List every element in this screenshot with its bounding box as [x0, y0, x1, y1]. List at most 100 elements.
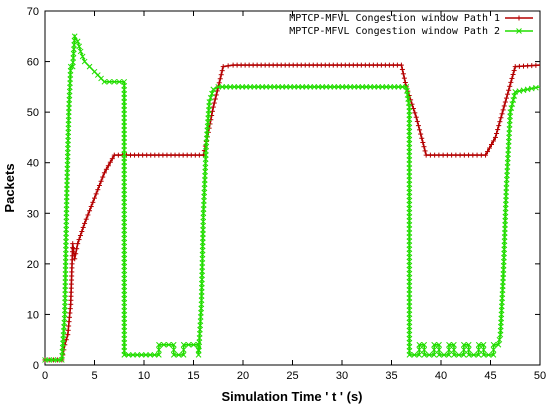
series-1-point	[509, 75, 515, 81]
series-1-point	[83, 216, 89, 222]
series-2-point	[165, 341, 172, 348]
series-2-point	[406, 270, 413, 277]
series-2-point	[199, 239, 206, 246]
series-2-point	[406, 343, 413, 350]
series-2-point	[465, 352, 472, 358]
series-2-point	[470, 352, 477, 358]
series-1-point	[421, 144, 427, 150]
series-2-point	[446, 346, 452, 353]
series-1-point	[100, 174, 106, 180]
series-1-point	[495, 127, 501, 133]
series-2-point	[134, 352, 141, 358]
series-2-point	[199, 272, 205, 279]
series-1-point	[413, 114, 419, 120]
series-2-point	[406, 352, 413, 358]
series-1-point	[67, 306, 73, 312]
series-1-point	[466, 152, 472, 158]
series-2-point	[475, 352, 482, 358]
y-tick-label: 10	[27, 309, 39, 321]
series-2-point	[416, 341, 423, 348]
series-2-point	[198, 289, 205, 295]
series-2-point	[121, 352, 128, 358]
series-2-point	[406, 193, 413, 200]
series-2-point	[451, 352, 457, 358]
series-2-point	[406, 299, 413, 305]
series-2-point	[406, 108, 413, 115]
series-2-point	[125, 352, 132, 358]
series-2-point	[200, 214, 207, 221]
series-2-point	[460, 352, 467, 358]
series-1-point	[432, 152, 438, 158]
series-2-point	[70, 50, 77, 57]
series-1-point	[96, 182, 102, 188]
y-tick-label: 30	[27, 208, 39, 220]
legend-label-path-1: MPTCP-MFVL Congestion window Path 1	[289, 13, 500, 24]
series-2-point	[436, 341, 442, 348]
series-1-point	[501, 103, 507, 109]
series-2-point	[495, 341, 502, 348]
series-2-point	[406, 323, 413, 330]
series-2-point	[406, 335, 413, 342]
series-1-point	[214, 88, 220, 94]
series-1-point	[487, 145, 493, 151]
series-1-point	[220, 64, 226, 70]
series-1-point	[516, 15, 522, 21]
series-1-point	[506, 87, 512, 93]
series-2-point	[406, 209, 413, 216]
series-1-point	[420, 139, 426, 145]
series-2-point	[406, 339, 413, 346]
series-1-point	[478, 152, 484, 158]
series-2-point	[406, 140, 413, 147]
series-2-point	[180, 341, 187, 348]
series-2-point	[406, 177, 413, 184]
series-2-point	[199, 251, 206, 258]
series-1-point	[488, 142, 494, 148]
series-1-point	[410, 106, 416, 112]
series-2-point	[533, 84, 539, 91]
series-2-point	[406, 222, 413, 228]
series-lines	[42, 33, 541, 363]
series-2-point	[180, 352, 187, 358]
series-2-point	[156, 341, 162, 348]
series-2-point	[67, 63, 74, 70]
series-2-point	[175, 352, 182, 358]
y-tick-label: 40	[27, 158, 39, 170]
series-1-point	[414, 118, 420, 124]
series-2-point	[198, 297, 205, 304]
series-2-point	[50, 357, 57, 363]
series-2-point	[416, 346, 423, 353]
series-2-point	[507, 109, 514, 115]
series-2-point	[461, 341, 467, 348]
series-1-point	[412, 110, 418, 116]
series-1-point	[453, 152, 459, 158]
x-tick-label: 5	[91, 370, 97, 382]
series-2-point	[207, 94, 214, 101]
series-2-point	[190, 341, 197, 348]
series-1-point	[109, 156, 115, 162]
series-2-point	[411, 352, 418, 358]
x-tick-label: 45	[484, 370, 496, 382]
series-1-point	[449, 152, 455, 158]
series-1-point	[436, 152, 442, 158]
series-2-point	[406, 246, 413, 253]
series-1-point	[67, 310, 73, 316]
series-2-point	[54, 357, 61, 363]
series-1-point	[510, 71, 516, 77]
series-2-point	[180, 346, 187, 353]
series-2-point	[199, 264, 206, 270]
series-2-point	[431, 352, 437, 358]
series-2-point	[70, 59, 76, 66]
x-tick-label: 30	[336, 370, 348, 382]
y-tick-label: 0	[33, 360, 39, 372]
x-tick-label: 10	[138, 370, 150, 382]
series-1-point	[212, 96, 218, 102]
series-1-point	[65, 332, 71, 338]
series-2-point	[508, 105, 515, 111]
series-1-point	[88, 204, 94, 210]
series-2-point	[200, 222, 206, 229]
y-tick-label: 20	[27, 259, 39, 271]
legend-label-path-2: MPTCP-MFVL Congestion window Path 2	[289, 26, 500, 37]
series-2-point	[138, 352, 145, 358]
series-1-point	[66, 319, 72, 325]
